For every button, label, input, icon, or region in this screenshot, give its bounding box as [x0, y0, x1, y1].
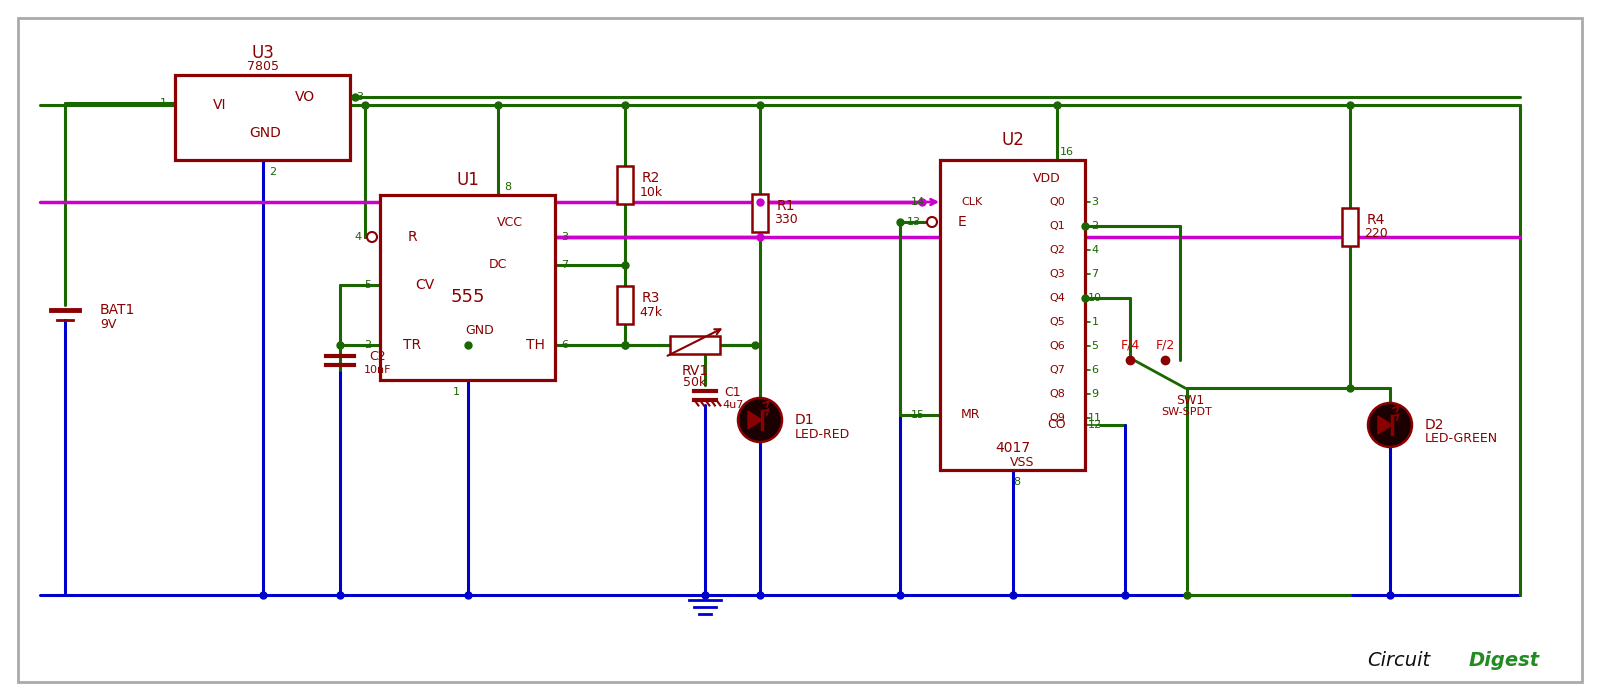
- Text: 555: 555: [450, 288, 485, 307]
- Text: VSS: VSS: [1010, 456, 1035, 468]
- Text: F/2: F/2: [1155, 339, 1174, 351]
- Text: E: E: [958, 215, 966, 229]
- Text: 4: 4: [355, 232, 362, 242]
- Bar: [618, 286, 634, 324]
- Text: 15: 15: [910, 410, 925, 420]
- Text: 2: 2: [269, 167, 277, 177]
- Bar: [381, 195, 555, 380]
- Text: 6: 6: [562, 340, 568, 350]
- Bar: [618, 166, 634, 204]
- Text: Q9: Q9: [1050, 413, 1066, 423]
- Text: CV: CV: [416, 278, 435, 292]
- Text: VI: VI: [213, 98, 227, 112]
- Text: 1: 1: [453, 387, 459, 397]
- Text: CLK: CLK: [962, 197, 982, 207]
- Text: 7: 7: [1091, 269, 1099, 279]
- Text: 50k: 50k: [683, 377, 707, 389]
- Circle shape: [926, 217, 938, 227]
- Text: 47k: 47k: [640, 305, 662, 318]
- Circle shape: [738, 398, 782, 442]
- Text: F/4: F/4: [1120, 339, 1139, 351]
- Text: GND: GND: [466, 323, 494, 337]
- Text: 12: 12: [1088, 420, 1102, 430]
- Text: U2: U2: [1002, 131, 1024, 149]
- Text: RV1: RV1: [682, 364, 709, 378]
- Text: 8: 8: [504, 182, 512, 192]
- Text: 13: 13: [907, 217, 922, 227]
- Text: Q6: Q6: [1050, 341, 1066, 351]
- Text: VCC: VCC: [498, 216, 523, 230]
- Circle shape: [366, 232, 378, 242]
- Polygon shape: [1378, 416, 1392, 434]
- Text: D2: D2: [1426, 418, 1445, 432]
- Text: 9: 9: [1091, 389, 1099, 399]
- Text: Q5: Q5: [1050, 317, 1066, 327]
- Text: VDD: VDD: [1034, 172, 1061, 185]
- Text: Q3: Q3: [1050, 269, 1066, 279]
- Polygon shape: [749, 411, 762, 429]
- Text: U3: U3: [251, 44, 274, 62]
- Text: Q1: Q1: [1050, 221, 1066, 231]
- Text: 7805: 7805: [246, 60, 278, 73]
- Text: 6: 6: [1091, 365, 1099, 375]
- Text: Digest: Digest: [1469, 650, 1539, 669]
- Text: 220: 220: [1365, 227, 1387, 240]
- Text: BAT1: BAT1: [99, 303, 136, 317]
- Text: DC: DC: [490, 258, 507, 272]
- Text: Circuit: Circuit: [1366, 650, 1430, 669]
- Text: CO: CO: [1048, 419, 1066, 431]
- Text: 5: 5: [365, 280, 371, 290]
- Text: 3: 3: [1091, 197, 1099, 207]
- Text: 5: 5: [1091, 341, 1099, 351]
- Text: 1: 1: [160, 98, 166, 108]
- Text: C2: C2: [370, 351, 386, 363]
- Text: TH: TH: [525, 338, 544, 352]
- Text: 2: 2: [1091, 221, 1099, 231]
- Text: Q4: Q4: [1050, 293, 1066, 303]
- Text: 1: 1: [1091, 317, 1099, 327]
- Text: 9V: 9V: [99, 318, 117, 332]
- Text: SW-SPDT: SW-SPDT: [1162, 407, 1213, 417]
- Bar: [752, 193, 768, 232]
- Text: MR: MR: [960, 409, 979, 421]
- Text: R3: R3: [642, 291, 661, 305]
- Bar: [1342, 207, 1358, 246]
- Text: 8: 8: [1013, 477, 1021, 487]
- Text: 4u7: 4u7: [722, 400, 744, 410]
- Text: 14: 14: [910, 197, 925, 207]
- Text: R1: R1: [776, 199, 795, 213]
- Text: Q2: Q2: [1050, 245, 1066, 255]
- Text: 3: 3: [562, 232, 568, 242]
- Text: 3: 3: [357, 92, 363, 102]
- Text: C1: C1: [725, 386, 741, 398]
- Text: 11: 11: [1088, 413, 1102, 423]
- Text: 10nF: 10nF: [365, 365, 392, 375]
- Text: 10: 10: [1088, 293, 1102, 303]
- Text: LED-RED: LED-RED: [795, 428, 850, 440]
- Text: Q0: Q0: [1050, 197, 1066, 207]
- Text: VO: VO: [294, 90, 315, 104]
- Text: 7: 7: [562, 260, 568, 270]
- Text: R: R: [406, 230, 418, 244]
- Bar: [174, 75, 350, 160]
- Text: R4: R4: [1366, 213, 1386, 227]
- Text: 16: 16: [1059, 147, 1074, 157]
- Text: Q8: Q8: [1050, 389, 1066, 399]
- Text: 4017: 4017: [995, 441, 1030, 455]
- Text: 10k: 10k: [640, 186, 662, 199]
- Text: U1: U1: [456, 171, 478, 189]
- Text: TR: TR: [403, 338, 421, 352]
- Text: SW1: SW1: [1176, 393, 1205, 407]
- Text: Q7: Q7: [1050, 365, 1066, 375]
- Text: R2: R2: [642, 171, 661, 185]
- Text: D1: D1: [795, 413, 814, 427]
- Text: 4: 4: [1091, 245, 1099, 255]
- Bar: [670, 336, 720, 354]
- Text: LED-GREEN: LED-GREEN: [1426, 433, 1498, 445]
- Bar: [941, 160, 1085, 470]
- Circle shape: [1368, 403, 1413, 447]
- Text: 2: 2: [365, 340, 371, 350]
- Text: 330: 330: [774, 213, 798, 226]
- Text: GND: GND: [250, 126, 282, 140]
